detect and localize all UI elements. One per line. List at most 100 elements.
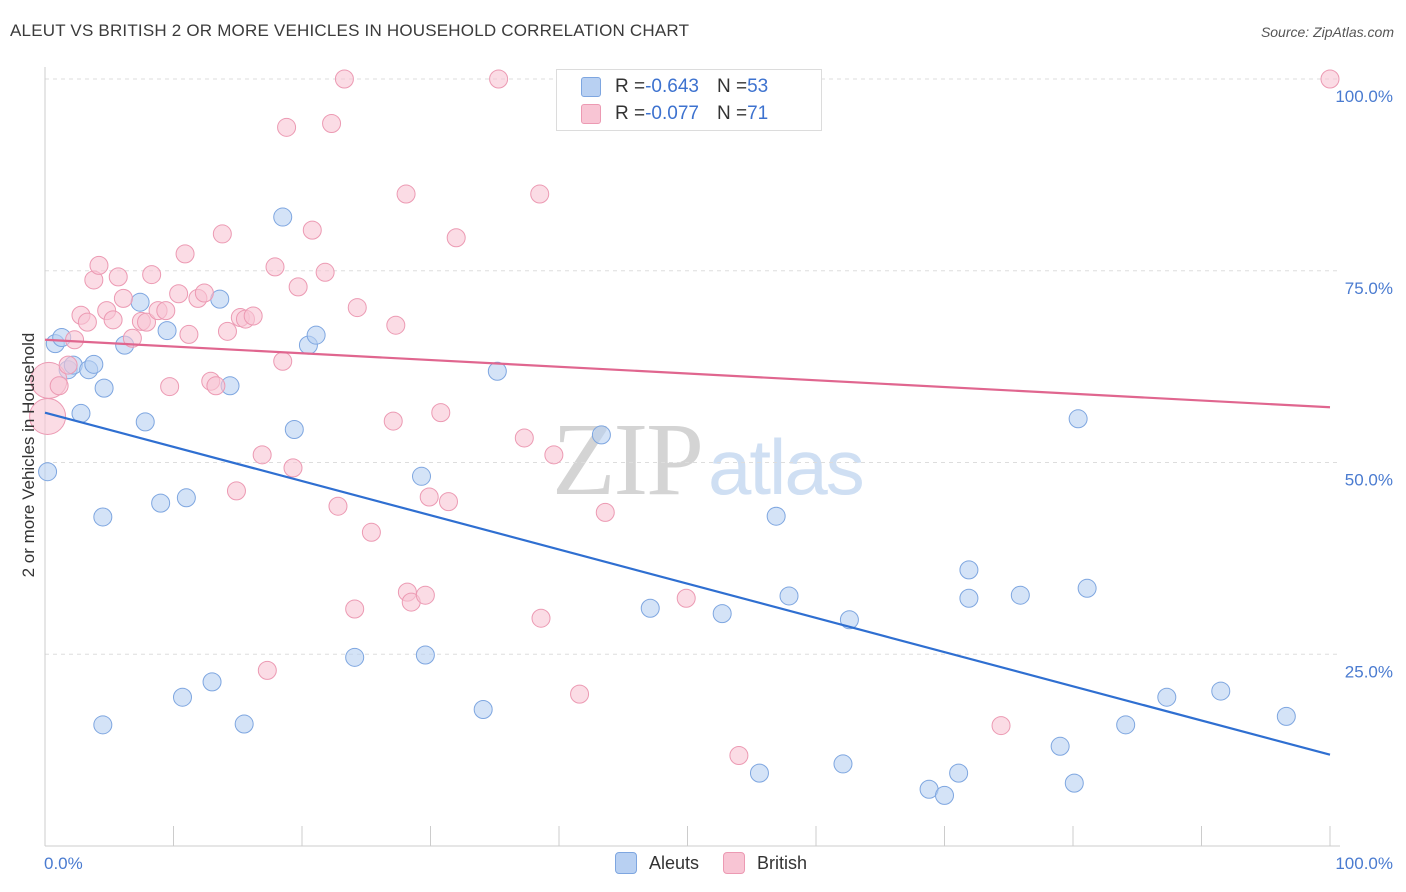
aleuts-point <box>1077 578 1097 598</box>
british-point <box>489 69 509 89</box>
legend-r-label: R = <box>615 76 646 97</box>
british-point <box>252 445 272 465</box>
aleuts-point <box>345 647 365 667</box>
british-point <box>137 312 157 332</box>
british-point <box>217 321 237 341</box>
aleuts-point <box>1211 681 1231 701</box>
legend-row-aleuts: R = -0.643 N = 53 <box>581 75 768 99</box>
aleuts-point <box>1068 409 1088 429</box>
aleuts-point <box>157 321 177 341</box>
aleuts-swatch <box>581 77 601 97</box>
british-point <box>361 522 381 542</box>
aleuts-point <box>473 699 493 719</box>
axes <box>44 67 1340 847</box>
trend-lines <box>44 338 1331 756</box>
aleuts-point <box>176 488 196 508</box>
british-point <box>991 716 1011 736</box>
aleuts-point <box>135 412 155 432</box>
british-point <box>415 585 435 605</box>
british-point <box>58 355 78 375</box>
british-legend-swatch <box>723 852 746 874</box>
british-point <box>156 301 176 321</box>
british-point <box>160 377 180 397</box>
legend-item-aleuts[interactable]: Aleuts <box>615 852 699 874</box>
aleuts-point <box>749 763 769 783</box>
british-point <box>328 496 348 516</box>
british-point <box>514 428 534 448</box>
y-axis-label: 2 or more Vehicles in Household <box>19 333 38 578</box>
aleuts-point <box>712 604 732 624</box>
british-point <box>273 351 293 371</box>
aleuts-point <box>591 425 611 445</box>
british-swatch <box>581 104 601 124</box>
british-point <box>438 492 458 512</box>
british-point <box>122 328 142 348</box>
aleuts-trend-line <box>44 411 1331 756</box>
y-tick-label: 25.0% <box>1345 662 1393 681</box>
chart-title: ALEUT VS BRITISH 2 OR MORE VEHICLES IN H… <box>10 21 690 40</box>
aleuts-point <box>935 785 954 805</box>
legend-n-value: 53 <box>747 76 769 97</box>
british-point <box>113 288 133 308</box>
british-point <box>1320 69 1340 89</box>
british-points <box>29 69 1340 765</box>
british-point <box>419 487 439 507</box>
watermark-zip: ZIP <box>552 402 704 517</box>
tick-labels: 100.0% 75.0% 50.0% 25.0% 0.0% 100.0% <box>44 87 1393 873</box>
x-tick-label: 0.0% <box>44 854 83 873</box>
british-point <box>142 265 162 285</box>
aleuts-point <box>284 420 304 440</box>
aleuts-point <box>487 361 507 381</box>
aleuts-points <box>38 207 1296 805</box>
british-point <box>108 267 128 287</box>
british-point <box>386 315 406 335</box>
aleuts-point <box>1064 773 1084 793</box>
aleuts-point <box>1276 706 1296 726</box>
aleuts-point <box>766 506 786 526</box>
british-point <box>194 283 214 303</box>
aleuts-point <box>172 687 192 707</box>
aleuts-legend-label: Aleuts <box>649 852 700 873</box>
british-point <box>431 403 451 423</box>
grid-lines <box>45 78 1340 655</box>
british-point <box>396 184 416 204</box>
british-point <box>212 224 232 244</box>
aleuts-point <box>1010 585 1030 605</box>
legend-item-british[interactable]: British <box>723 852 807 874</box>
aleuts-point <box>833 754 853 774</box>
british-point <box>595 502 615 522</box>
british-point <box>531 608 551 628</box>
aleuts-point <box>93 507 113 527</box>
british-legend-label: British <box>757 852 808 873</box>
british-point <box>544 445 564 465</box>
british-point <box>265 257 285 277</box>
aleuts-point <box>415 645 435 665</box>
aleuts-point <box>93 715 113 735</box>
aleuts-point <box>94 378 114 398</box>
aleuts-point <box>234 714 254 734</box>
watermark: ZIPatlas <box>552 400 865 519</box>
british-point <box>77 312 97 332</box>
legend-r-value: -0.077 <box>645 103 699 124</box>
british-point <box>277 117 297 137</box>
aleuts-point <box>1116 715 1136 735</box>
y-tick-label: 50.0% <box>1345 471 1393 490</box>
legend-n-value: 71 <box>747 103 769 124</box>
british-point <box>345 599 365 619</box>
legend-n-label: N = <box>716 103 748 124</box>
aleuts-point <box>412 466 432 486</box>
watermark-atlas: atlas <box>708 423 865 511</box>
british-point <box>676 588 696 608</box>
aleuts-point <box>1050 736 1070 756</box>
aleuts-point <box>38 462 58 482</box>
british-point <box>322 113 342 133</box>
aleuts-point <box>959 560 979 580</box>
aleuts-point <box>949 763 969 783</box>
british-point <box>257 660 277 680</box>
legend-r-label: R = <box>615 103 646 124</box>
british-point <box>243 306 263 326</box>
correlation-legend: R = -0.643 N = 53 R = -0.077 N = 71 <box>556 69 822 131</box>
y-tick-label: 75.0% <box>1345 279 1393 298</box>
aleuts-point <box>640 598 660 618</box>
aleuts-point <box>151 493 171 513</box>
